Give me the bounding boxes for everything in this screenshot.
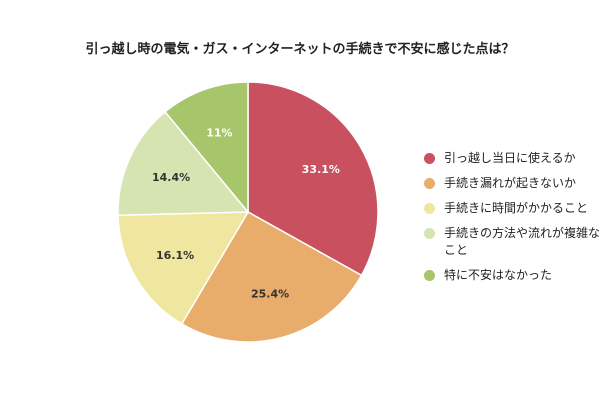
legend-swatch [424,153,435,164]
legend-swatch [424,203,435,214]
pie-slice-2 [180,210,363,343]
pie-slice-5 [164,81,249,215]
legend-item: 引っ越し当日に使えるか [424,150,600,167]
legend-label: 手続きの方法や流れが複雑なこと [444,226,600,257]
slice-value-label-5: 11% [206,126,232,139]
legend: 引っ越し当日に使えるか 手続き漏れが起きないか 手続きに時間がかかること手続きの方法… [424,150,600,292]
slice-value-label-3: 16.1% [156,249,194,262]
legend-swatch [424,178,435,189]
pie-slices [117,81,379,343]
pie-slice-labels: 33.1% 25.4% 16.1% 14.4% 11% [152,126,340,300]
legend-label: 手続きに時間がかかること [444,201,589,215]
pie-slice-1 [247,81,379,277]
legend-swatch [424,270,435,281]
pie-slice-4 [117,110,250,217]
slice-value-label-4: 14.4% [152,171,190,184]
legend-label: 特に不安はなかった [444,268,553,282]
chart-title: 引っ越し時の電気・ガス・インターネットの手続きで不安に感じた点は？ [85,42,515,57]
legend-label: 手続き漏れが起きないか [444,176,577,190]
legend-item: 特に不安はなかった [424,267,600,284]
legend-item: 手続きの方法や流れが複雑なこと [424,225,600,259]
pie-slice-3 [117,211,250,325]
legend-swatch [424,228,435,239]
legend-label: 引っ越し当日に使えるか [444,151,576,165]
legend-item: 手続きに時間がかかること [424,200,600,217]
slice-value-label-1: 33.1% [302,163,340,176]
legend-item: 手続き漏れが起きないか [424,175,600,192]
slice-value-label-2: 25.4% [251,288,289,301]
